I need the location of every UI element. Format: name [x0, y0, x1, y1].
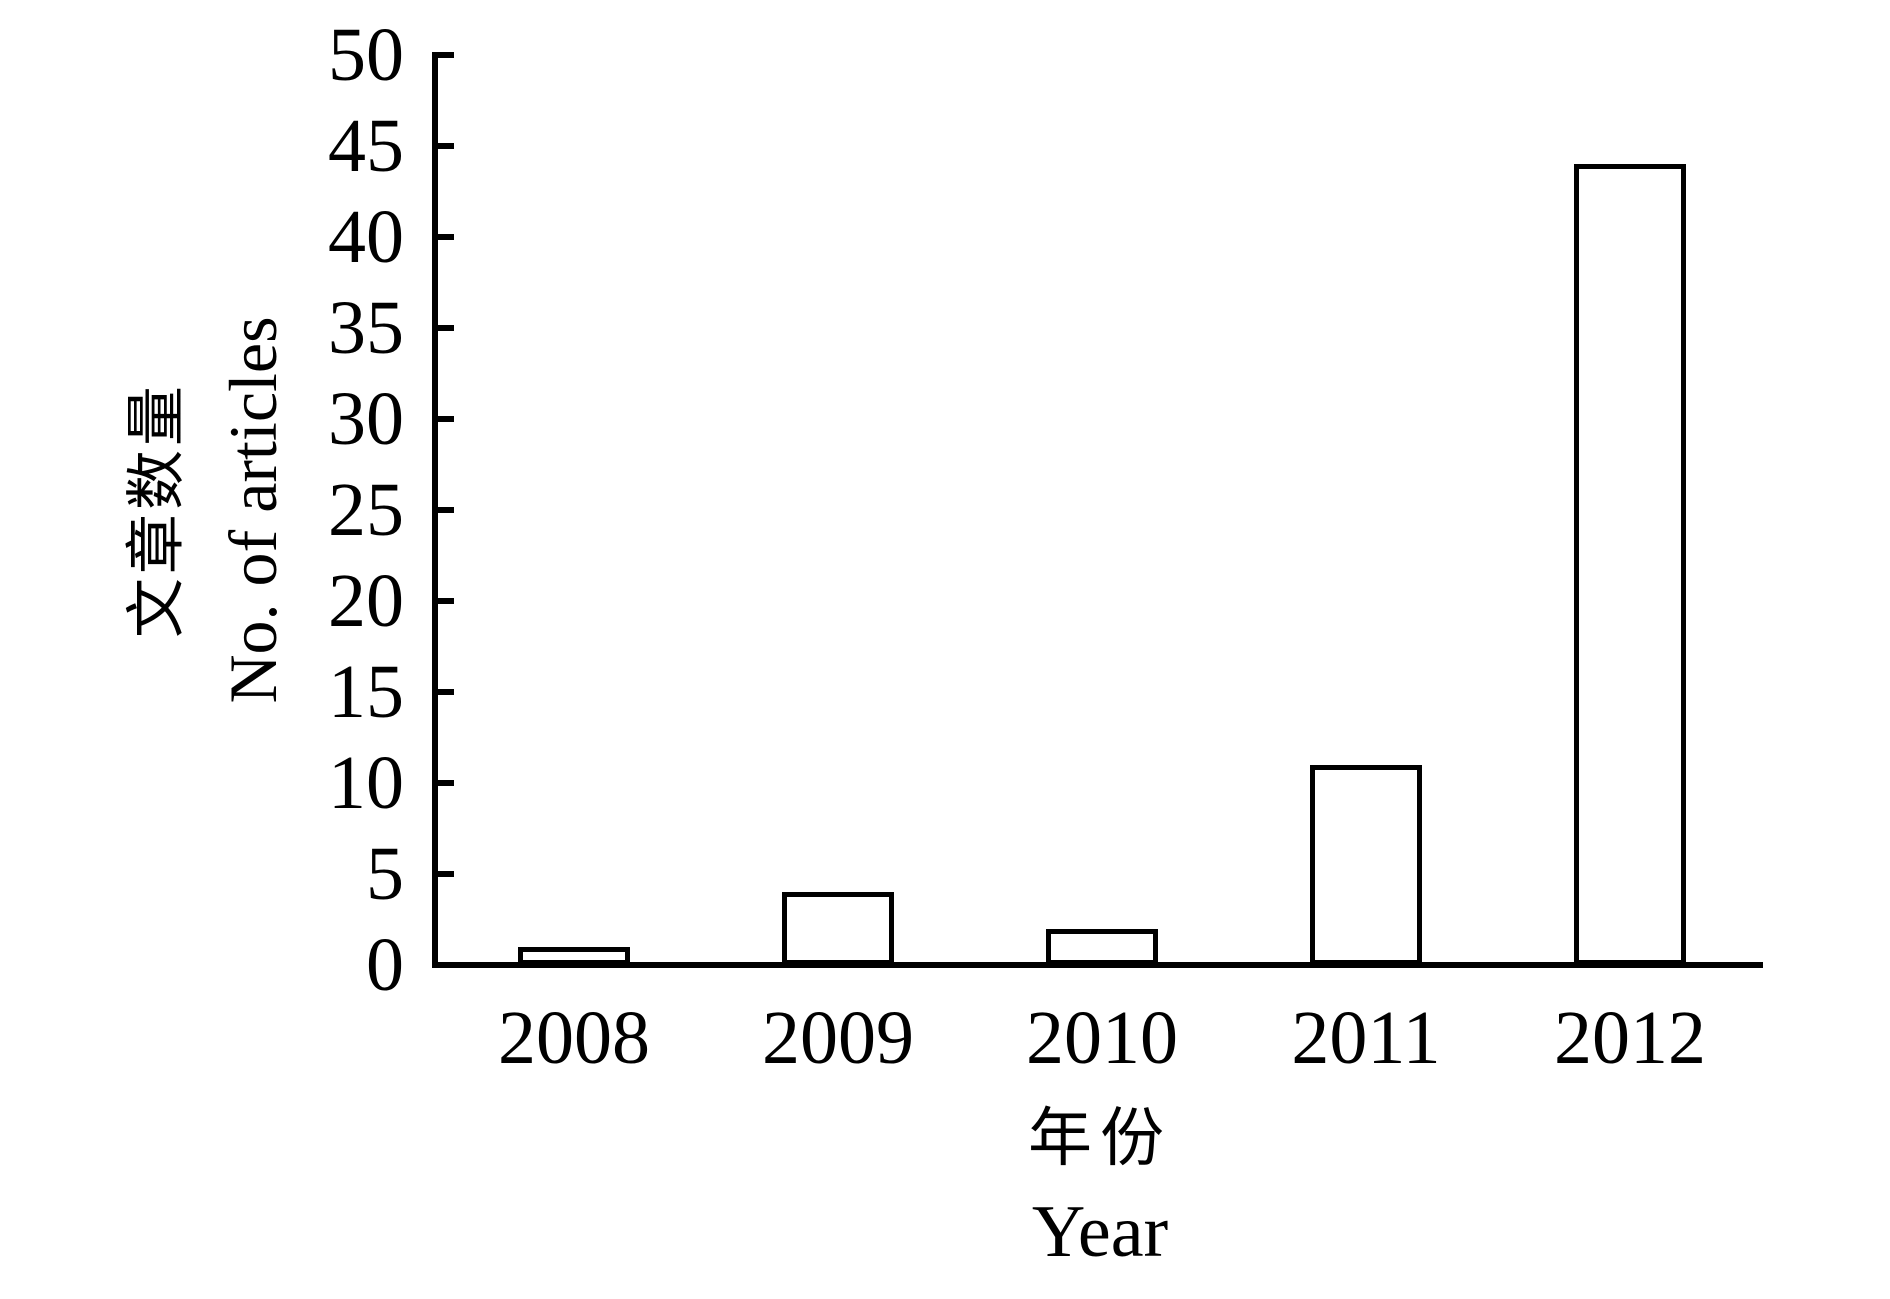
- x-tick-label: 2011: [1291, 996, 1441, 1080]
- y-tick-mark: [432, 52, 454, 58]
- x-axis-title: 年份 Year: [1028, 1096, 1172, 1282]
- y-tick-label: 15: [328, 650, 404, 734]
- y-axis-title-zh: 文章数量: [124, 382, 190, 638]
- y-tick-mark: [432, 507, 454, 513]
- y-tick-label: 0: [366, 923, 404, 1007]
- x-axis-title-zh: 年份: [1028, 1103, 1172, 1174]
- bar-2010: [1046, 929, 1158, 965]
- y-axis-title-en: No. of articles: [215, 316, 291, 704]
- bar-2008: [518, 947, 630, 965]
- y-tick-mark: [432, 780, 454, 786]
- x-tick-label: 2009: [762, 996, 914, 1080]
- y-tick-label: 35: [328, 286, 404, 370]
- y-tick-label: 40: [328, 195, 404, 279]
- y-tick-mark: [432, 598, 454, 604]
- y-tick-mark: [432, 234, 454, 240]
- y-tick-label: 20: [328, 559, 404, 643]
- bar-2012: [1574, 164, 1686, 965]
- y-tick-label: 25: [328, 468, 404, 552]
- y-tick-label: 30: [328, 377, 404, 461]
- y-tick-mark: [432, 416, 454, 422]
- bar-2011: [1310, 765, 1422, 965]
- y-tick-label: 10: [328, 741, 404, 825]
- x-tick-label: 2010: [1026, 996, 1178, 1080]
- x-tick-label: 2008: [498, 996, 650, 1080]
- x-axis-title-en: Year: [1031, 1191, 1169, 1273]
- y-tick-label: 5: [366, 832, 404, 916]
- y-tick-mark: [432, 689, 454, 695]
- y-tick-label: 50: [328, 13, 404, 97]
- y-tick-label: 45: [328, 104, 404, 188]
- x-axis-line: [432, 962, 1763, 968]
- y-tick-mark: [432, 871, 454, 877]
- x-tick-label: 2012: [1554, 996, 1706, 1080]
- y-axis-title: 文章数量 No. of articles: [109, 316, 301, 703]
- y-tick-mark: [432, 325, 454, 331]
- bar-2009: [782, 892, 894, 965]
- y-tick-mark: [432, 143, 454, 149]
